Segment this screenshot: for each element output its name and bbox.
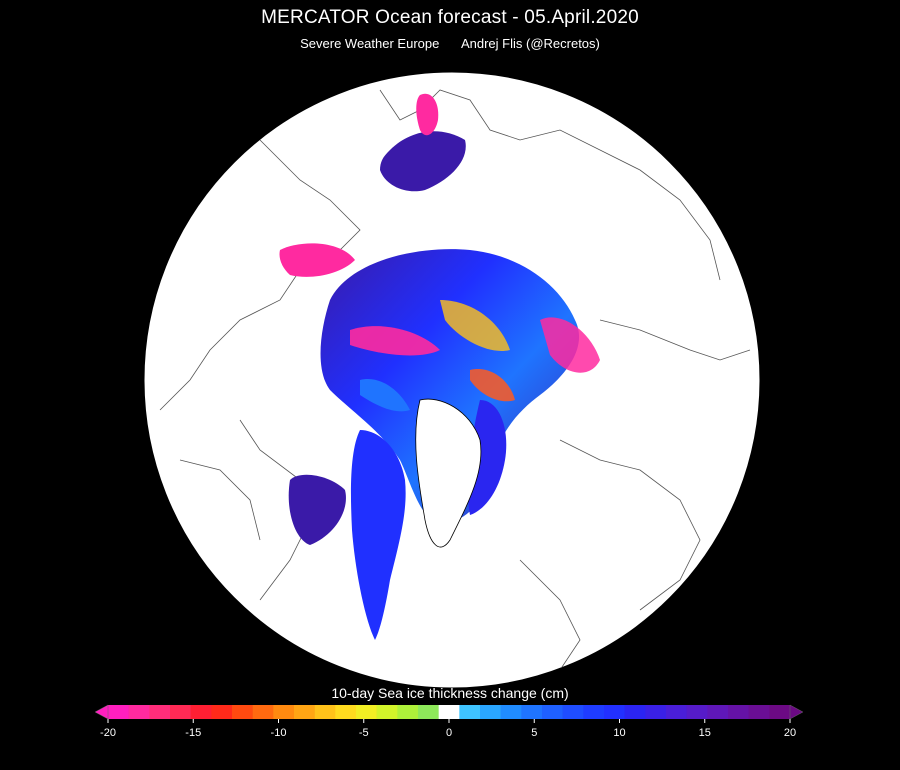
- colorbar-segment: [438, 705, 460, 719]
- colorbar-segment: [273, 705, 295, 719]
- colorbar-tick-label: -5: [358, 727, 369, 739]
- growth-streak: [360, 379, 410, 412]
- sea-ice-field: [279, 93, 600, 640]
- colorbar-segment: [294, 705, 315, 719]
- colorbar-segment: [707, 705, 729, 719]
- colorbar-segment: [356, 705, 377, 719]
- colorbar-tick-label: -15: [185, 727, 202, 739]
- map-title: MERCATOR Ocean forecast - 05.April.2020: [261, 7, 639, 28]
- colorbar-segment: [128, 705, 150, 719]
- colorbar-segment: [666, 705, 687, 719]
- colorbar-tick-label: -10: [270, 727, 287, 739]
- chukchi-edge: [279, 243, 355, 277]
- barents-edge: [540, 317, 600, 373]
- colorbar-segment: [170, 705, 191, 719]
- colorbar-segment: [645, 705, 667, 719]
- colorbar-tick-label: 10: [613, 727, 626, 739]
- greenland-landmass: [415, 398, 482, 548]
- colorbar-tick-label: 0: [445, 727, 453, 739]
- okhotsk-ice: [416, 93, 439, 136]
- colorbar-segment: [418, 705, 439, 719]
- colorbar-segment: [769, 705, 791, 719]
- author-label: Andrej Flis (@Recretos): [460, 36, 600, 51]
- colorbar-tick-label: 20: [783, 727, 797, 739]
- colorbar-segment: [149, 705, 171, 719]
- colorbar-arrow-left: [94, 704, 109, 720]
- colorbar-segment: [459, 705, 481, 719]
- map-subtitle: Severe Weather Europe Andrej Flis (@Recr…: [0, 36, 900, 51]
- colorbar-segment: [108, 705, 129, 719]
- colorbar-segment: [480, 705, 501, 719]
- colorbar-segment: [562, 705, 584, 719]
- hudson-bay-ice: [288, 474, 346, 545]
- colorbar-tick-label: 5: [531, 727, 538, 739]
- bering-sea-ice: [380, 131, 466, 192]
- colorbar-segment: [583, 705, 605, 719]
- melt-streak-3: [470, 369, 515, 402]
- colorbar-segment: [624, 705, 646, 719]
- colorbar-segment: [376, 705, 398, 719]
- colorbar-segment: [397, 705, 419, 719]
- colorbar-segment: [190, 705, 212, 719]
- legend-title: 10-day Sea ice thickness change (cm): [331, 685, 569, 701]
- baffin-ice: [350, 430, 406, 640]
- melt-streak-1: [350, 326, 440, 356]
- colorbar-tick-label: 15: [698, 727, 711, 739]
- colorbar-arrow-right: [789, 704, 804, 720]
- colorbar-segment: [211, 705, 233, 719]
- colorbar-segment: [252, 705, 274, 719]
- greenland-sea-ice: [468, 400, 507, 515]
- colorbar-tick-label: -20: [100, 727, 116, 739]
- colorbar-segment: [604, 705, 625, 719]
- colorbar-segment: [521, 705, 543, 719]
- colorbar-segment: [232, 705, 253, 719]
- colorbar-segment: [686, 705, 708, 719]
- colorbar-segment: [728, 705, 749, 719]
- arctic-basin-ice: [320, 249, 580, 526]
- melt-streak-2: [440, 300, 510, 351]
- colorbar-segment: [500, 705, 522, 719]
- colorbar-segment: [542, 705, 563, 719]
- source-label: Severe Weather Europe: [300, 36, 440, 51]
- colorbar-segment: [314, 705, 336, 719]
- colorbar-segment: [335, 705, 357, 719]
- colorbar-segment: [748, 705, 770, 719]
